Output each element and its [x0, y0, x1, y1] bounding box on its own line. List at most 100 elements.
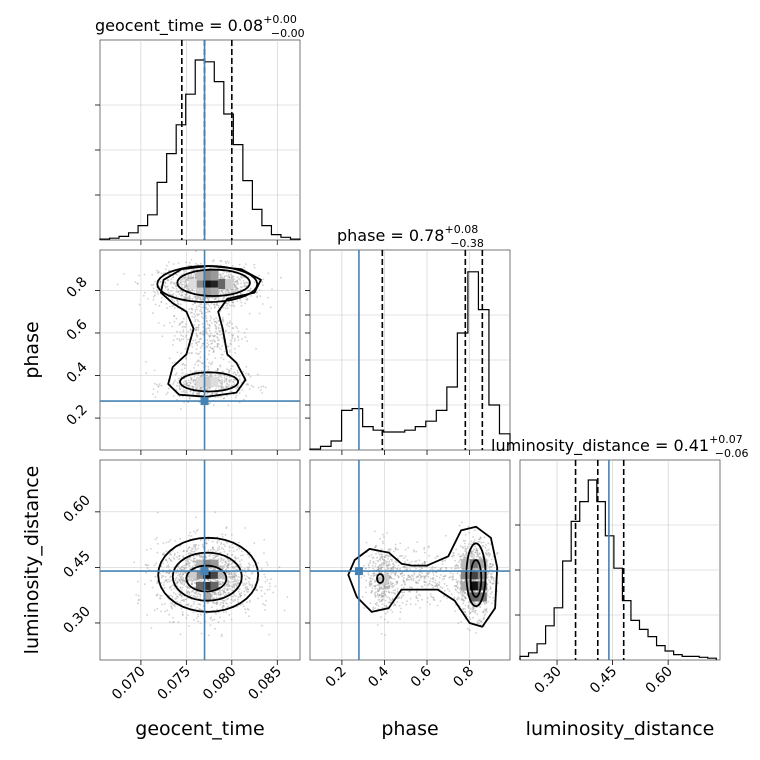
scatter-point	[225, 571, 228, 574]
scatter-point	[476, 621, 479, 623]
scatter-point	[233, 289, 236, 291]
scatter-point	[465, 552, 468, 555]
scatter-point	[195, 262, 197, 265]
scatter-point	[237, 339, 240, 341]
scatter-point	[185, 562, 188, 565]
scatter-point	[175, 295, 178, 298]
scatter-point	[226, 307, 229, 310]
scatter-point	[212, 557, 215, 559]
scatter-point	[392, 582, 394, 585]
scatter-point	[201, 312, 203, 315]
scatter-point	[482, 579, 485, 582]
scatter-point	[205, 327, 208, 330]
scatter-point	[232, 290, 234, 293]
scatter-point	[205, 578, 207, 581]
scatter-point	[214, 591, 217, 594]
scatter-point	[170, 606, 173, 609]
scatter-point	[415, 567, 417, 570]
scatter-point	[227, 564, 230, 567]
scatter-point	[207, 549, 210, 552]
scatter-point	[219, 616, 221, 619]
scatter-point	[180, 568, 183, 571]
scatter-point	[482, 618, 484, 620]
scatter-point	[222, 306, 225, 309]
scatter-point	[185, 382, 188, 385]
scatter-point	[257, 562, 259, 564]
scatter-point	[407, 567, 409, 569]
scatter-point	[380, 587, 383, 589]
scatter-point	[189, 277, 192, 280]
scatter-point	[255, 347, 257, 350]
scatter-point	[383, 590, 386, 593]
scatter-point	[189, 295, 191, 297]
scatter-point	[387, 585, 389, 588]
scatter-point	[190, 549, 192, 552]
scatter-point	[208, 310, 211, 313]
scatter-point	[242, 605, 245, 608]
scatter-point	[175, 372, 178, 375]
scatter-point	[379, 567, 382, 570]
scatter-point	[407, 546, 410, 549]
scatter-point	[470, 540, 472, 543]
scatter-point	[197, 360, 200, 362]
scatter-point	[235, 288, 237, 291]
scatter-point	[270, 578, 272, 580]
scatter-point	[490, 565, 493, 568]
scatter-point	[213, 298, 216, 301]
scatter-point	[382, 562, 384, 565]
scatter-point	[377, 568, 380, 571]
scatter-point	[370, 591, 373, 594]
scatter-point	[464, 548, 467, 551]
scatter-point	[201, 374, 203, 376]
scatter-point	[152, 393, 155, 395]
scatter-point	[470, 543, 473, 546]
scatter-point	[372, 560, 375, 563]
scatter-point	[189, 329, 192, 331]
scatter-point	[374, 565, 377, 568]
scatter-point	[225, 602, 228, 605]
scatter-point	[464, 533, 467, 536]
scatter-point	[179, 289, 182, 292]
scatter-point	[389, 576, 391, 578]
scatter-point	[226, 571, 228, 574]
scatter-point	[230, 571, 233, 574]
scatter-point	[386, 532, 389, 534]
scatter-point	[220, 353, 223, 356]
scatter-point	[179, 577, 182, 579]
scatter-point	[217, 337, 219, 340]
scatter-point	[487, 589, 489, 592]
scatter-point	[180, 376, 183, 378]
scatter-point	[388, 564, 390, 566]
scatter-point	[228, 331, 230, 334]
scatter-point	[454, 559, 456, 562]
scatter-point	[245, 328, 248, 330]
scatter-point	[483, 614, 486, 617]
scatter-point	[229, 390, 232, 392]
scatter-point	[227, 592, 230, 595]
scatter-point	[184, 598, 187, 601]
scatter-point	[137, 602, 139, 605]
scatter-point	[213, 298, 216, 301]
scatter-point	[187, 297, 190, 299]
scatter-point	[199, 337, 202, 340]
scatter-point	[255, 589, 258, 592]
scatter-point	[154, 575, 157, 578]
scatter-point	[182, 329, 185, 331]
scatter-point	[489, 592, 492, 595]
scatter-point	[216, 541, 219, 544]
scatter-point	[146, 567, 149, 570]
scatter-point	[476, 553, 479, 556]
scatter-point	[393, 604, 395, 607]
scatter-point	[231, 337, 234, 339]
scatter-point	[167, 279, 170, 282]
scatter-point	[190, 377, 193, 380]
scatter-point	[476, 554, 479, 557]
scatter-point	[457, 580, 460, 583]
scatter-point	[209, 319, 211, 322]
scatter-point	[219, 373, 222, 376]
scatter-point	[181, 372, 184, 375]
scatter-point	[206, 323, 209, 325]
scatter-point	[213, 345, 216, 348]
scatter-point	[378, 598, 381, 601]
scatter-point	[199, 298, 201, 301]
